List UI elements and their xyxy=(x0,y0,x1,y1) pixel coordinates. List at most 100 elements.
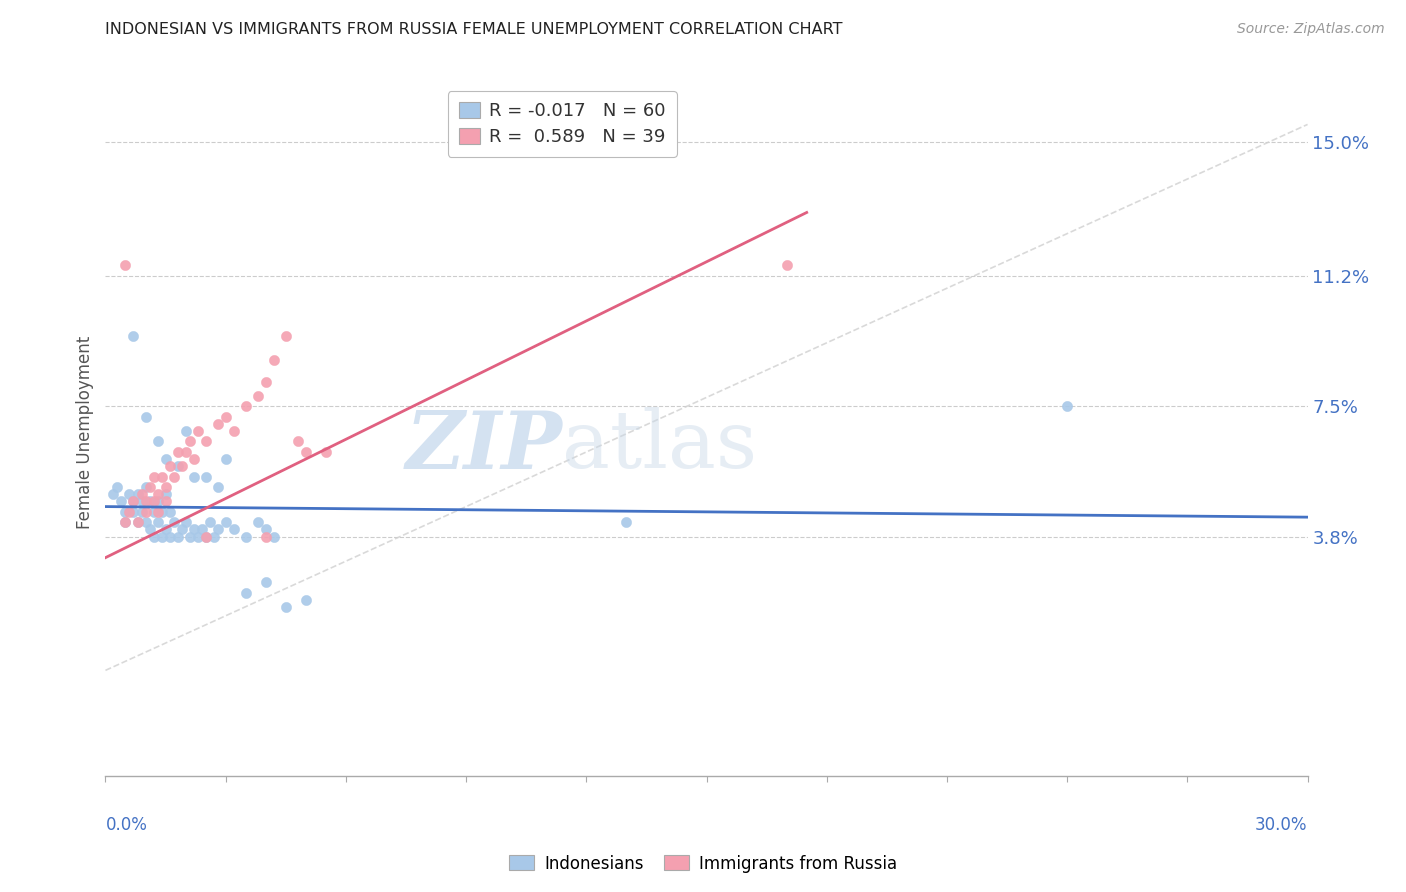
Point xyxy=(159,459,181,474)
Text: 30.0%: 30.0% xyxy=(1256,816,1308,834)
Point xyxy=(246,516,269,530)
Point xyxy=(194,529,217,543)
Point xyxy=(274,328,297,343)
Point xyxy=(146,505,169,519)
Point xyxy=(114,258,136,272)
Point xyxy=(776,258,799,272)
Point xyxy=(118,487,141,501)
Point xyxy=(183,523,205,537)
Point xyxy=(122,328,145,343)
Point xyxy=(159,505,181,519)
Point xyxy=(254,523,277,537)
Point xyxy=(155,480,177,494)
Point xyxy=(138,494,160,508)
Point xyxy=(179,434,201,449)
Point xyxy=(174,424,197,438)
Point xyxy=(135,494,157,508)
Point xyxy=(131,505,153,519)
Text: INDONESIAN VS IMMIGRANTS FROM RUSSIA FEMALE UNEMPLOYMENT CORRELATION CHART: INDONESIAN VS IMMIGRANTS FROM RUSSIA FEM… xyxy=(105,22,844,37)
Point xyxy=(222,424,245,438)
Point xyxy=(110,494,132,508)
Point xyxy=(207,523,229,537)
Point xyxy=(150,505,173,519)
Point xyxy=(114,516,136,530)
Point xyxy=(166,459,188,474)
Point xyxy=(1056,399,1078,413)
Point xyxy=(122,494,145,508)
Point xyxy=(187,529,209,543)
Point xyxy=(214,409,236,424)
Point xyxy=(155,452,177,467)
Point xyxy=(142,469,165,483)
Point xyxy=(138,480,160,494)
Point xyxy=(122,505,145,519)
Text: ZIP: ZIP xyxy=(405,408,562,485)
Point xyxy=(295,445,318,459)
Point xyxy=(187,424,209,438)
Point xyxy=(174,516,197,530)
Point xyxy=(254,575,277,590)
Point xyxy=(142,529,165,543)
Point xyxy=(118,505,141,519)
Point xyxy=(170,523,193,537)
Text: 0.0%: 0.0% xyxy=(105,816,148,834)
Point xyxy=(194,529,217,543)
Point xyxy=(146,487,169,501)
Point xyxy=(166,445,188,459)
Legend: R = -0.017   N = 60, R =  0.589   N = 39: R = -0.017 N = 60, R = 0.589 N = 39 xyxy=(449,91,676,157)
Point xyxy=(127,516,149,530)
Point xyxy=(135,409,157,424)
Point xyxy=(114,516,136,530)
Point xyxy=(107,480,129,494)
Point xyxy=(207,480,229,494)
Text: atlas: atlas xyxy=(562,408,758,485)
Point xyxy=(254,375,277,389)
Point xyxy=(214,452,236,467)
Point xyxy=(214,516,236,530)
Point xyxy=(263,529,285,543)
Point xyxy=(146,434,169,449)
Point xyxy=(198,516,221,530)
Point xyxy=(122,494,145,508)
Point xyxy=(146,494,169,508)
Point xyxy=(274,599,297,614)
Point xyxy=(142,505,165,519)
Point xyxy=(103,487,125,501)
Point xyxy=(222,523,245,537)
Point xyxy=(179,529,201,543)
Point xyxy=(135,480,157,494)
Point xyxy=(202,529,225,543)
Point xyxy=(162,469,184,483)
Point xyxy=(174,445,197,459)
Point xyxy=(138,523,160,537)
Point xyxy=(287,434,309,449)
Point xyxy=(263,353,285,368)
Point xyxy=(155,487,177,501)
Point xyxy=(183,469,205,483)
Point xyxy=(315,445,337,459)
Point xyxy=(155,523,177,537)
Point xyxy=(235,529,257,543)
Point xyxy=(166,529,188,543)
Point xyxy=(194,434,217,449)
Point xyxy=(616,516,638,530)
Point xyxy=(246,389,269,403)
Legend: Indonesians, Immigrants from Russia: Indonesians, Immigrants from Russia xyxy=(502,848,904,880)
Point xyxy=(150,469,173,483)
Point xyxy=(194,469,217,483)
Point xyxy=(127,487,149,501)
Point xyxy=(190,523,212,537)
Point xyxy=(135,505,157,519)
Point xyxy=(127,516,149,530)
Point xyxy=(131,494,153,508)
Point xyxy=(235,399,257,413)
Point xyxy=(159,529,181,543)
Point xyxy=(207,417,229,431)
Point xyxy=(295,593,318,607)
Point xyxy=(146,516,169,530)
Point xyxy=(235,586,257,600)
Text: Source: ZipAtlas.com: Source: ZipAtlas.com xyxy=(1237,22,1385,37)
Point xyxy=(131,487,153,501)
Point xyxy=(170,459,193,474)
Point xyxy=(114,505,136,519)
